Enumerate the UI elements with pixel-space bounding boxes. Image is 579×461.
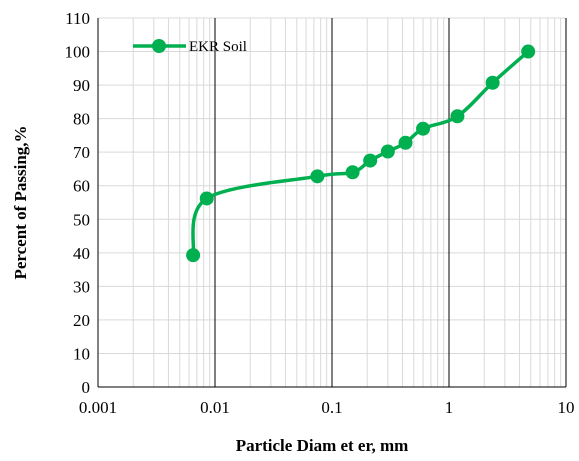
x-tick-label: 1 [445, 398, 454, 417]
data-point [521, 44, 536, 59]
x-tick-label: 0.01 [200, 398, 230, 417]
data-point [345, 165, 360, 180]
data-point [380, 144, 395, 159]
y-tick-label: 20 [73, 311, 90, 330]
legend-label: EKR Soil [189, 39, 247, 55]
data-point [199, 191, 214, 206]
x-tick-label: 0.001 [79, 398, 117, 417]
data-point [416, 121, 431, 136]
x-axis-title: Particle Diam et er, mm [236, 436, 409, 455]
data-point [186, 248, 201, 263]
y-tick-label: 100 [65, 43, 91, 62]
series-line [191, 50, 530, 256]
y-tick-label: 80 [73, 110, 90, 129]
data-point [485, 75, 500, 90]
y-tick-label: 40 [73, 244, 90, 263]
y-tick-label: 110 [65, 9, 90, 28]
y-tick-label: 30 [73, 277, 90, 296]
legend-marker [152, 39, 166, 53]
y-axis-title: Percent of Passing,% [11, 125, 30, 279]
y-tick-label: 90 [73, 76, 90, 95]
y-tick-label: 0 [82, 378, 91, 397]
data-point [310, 169, 325, 184]
y-tick-label: 10 [73, 344, 90, 363]
legend: EKR Soil [133, 39, 247, 55]
data-point [398, 135, 413, 150]
y-tick-label: 50 [73, 210, 90, 229]
x-tick-label: 10 [558, 398, 575, 417]
data-point [363, 153, 378, 168]
y-tick-label: 60 [73, 177, 90, 196]
x-tick-label: 0.1 [321, 398, 342, 417]
y-tick-label: 70 [73, 143, 90, 162]
data-point [450, 109, 465, 124]
